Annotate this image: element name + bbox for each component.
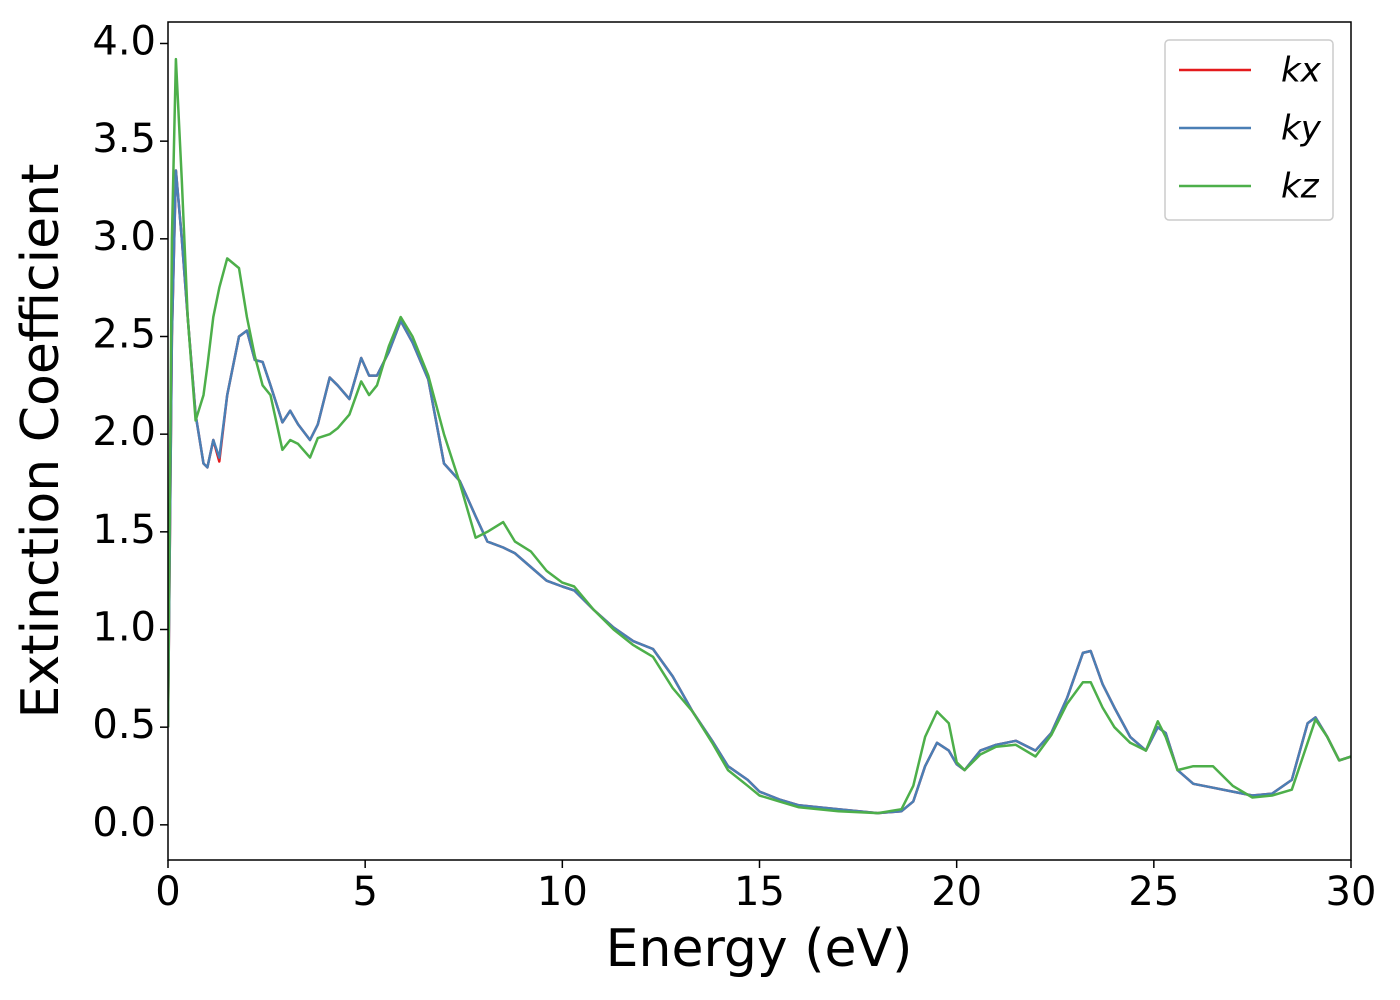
legend-label: kx xyxy=(1281,51,1322,91)
y-tick-label: 0.5 xyxy=(92,702,156,748)
line-series xyxy=(168,57,1351,815)
y-tick-label: 3.0 xyxy=(92,214,156,260)
x-tick-label: 10 xyxy=(537,869,588,915)
y-tick-label: 3.5 xyxy=(92,116,156,162)
line-series xyxy=(168,169,1351,815)
y-tick-label: 1.5 xyxy=(92,507,156,553)
x-tick-label: 15 xyxy=(734,869,785,915)
x-tick-label: 5 xyxy=(352,869,377,915)
y-tick-label: 4.0 xyxy=(92,18,156,64)
legend-label: kz xyxy=(1281,167,1320,207)
x-tick-label: 0 xyxy=(155,869,180,915)
y-axis-label: Extinction Coefficient xyxy=(11,164,71,719)
line-series xyxy=(168,169,1351,815)
y-tick-label: 2.0 xyxy=(92,409,156,455)
x-axis-label: Energy (eV) xyxy=(606,919,913,979)
x-tick-label: 30 xyxy=(1326,869,1377,915)
y-tick-label: 0.0 xyxy=(92,800,156,846)
plot-frame xyxy=(167,21,1352,861)
x-tick-label: 20 xyxy=(931,869,982,915)
x-tick-label: 25 xyxy=(1128,869,1179,915)
legend-box xyxy=(1164,39,1334,221)
legend-label: ky xyxy=(1281,109,1322,149)
y-tick-label: 2.5 xyxy=(92,311,156,357)
y-tick-label: 1.0 xyxy=(92,605,156,651)
